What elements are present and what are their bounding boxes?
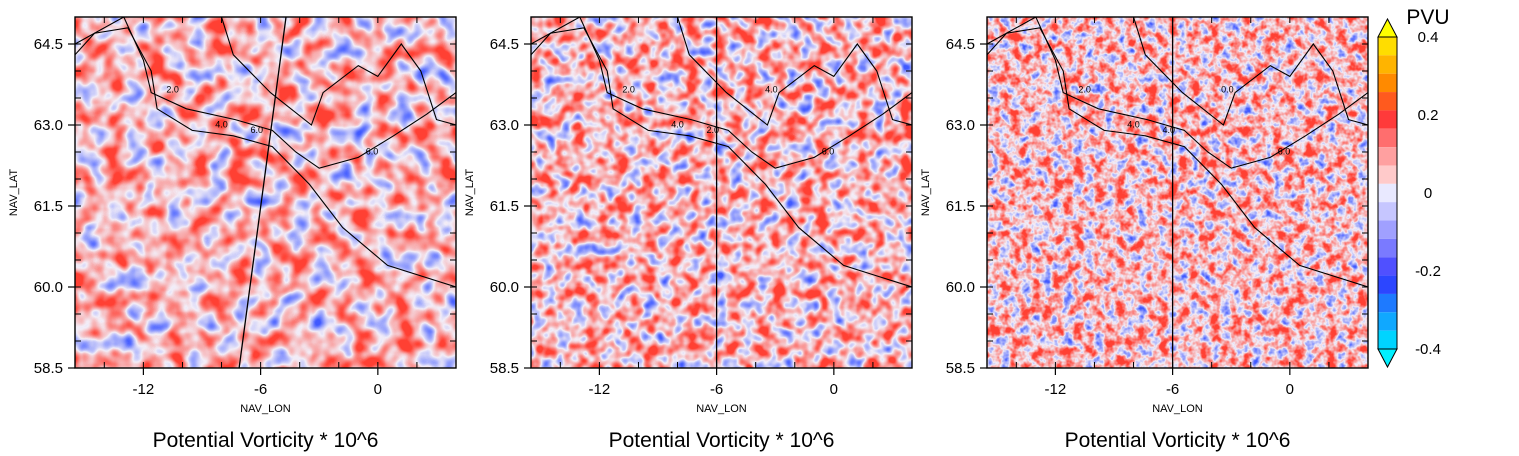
y-tick-label: 64.5 [490,36,519,53]
x-tick-label: -12 [133,381,155,398]
x-tick-label: -12 [589,381,611,398]
colorbar-segment [1378,257,1397,276]
contour-label: 4.0 [1127,120,1140,130]
colorbar-segment [1378,73,1397,93]
colorbar-segment [1378,128,1397,148]
contour-line [531,17,912,169]
colorbar-segment [1378,55,1397,74]
x-axis-label: NAV_LON [696,403,747,415]
colorbar-segment [1378,312,1397,331]
contour-label: 4.0 [671,120,684,130]
contour-label: 4.0 [1162,125,1175,135]
colorbar-max-arrow [1377,17,1398,38]
colorbar-segment [1378,220,1397,239]
contour-line [75,17,456,169]
colorbar-segment [1378,275,1397,294]
y-tick-label: 63.0 [946,117,975,134]
y-tick-label: 60.0 [34,279,63,296]
y-tick-label: 58.5 [946,360,975,377]
x-tick-label: 0 [1286,381,1294,398]
contour-label: 2.0 [1078,85,1091,95]
colorbar-unit-label: PVU [1406,6,1449,29]
contour-line [1132,17,1368,126]
y-tick-label: 64.5 [946,36,975,53]
contour-line [531,27,912,288]
colorbar-tick-label: -0.4 [1415,341,1441,358]
contour-label: 2.0 [706,125,719,135]
contour-label: 0.0 [1221,85,1234,95]
panel-2: 2.0 4.0 2.0 6.0 4.0 -12 -6 0 58.5 60.0 61.5 63.0 64.… [464,16,913,452]
panel-title: Potential Vorticity * 10^6 [1065,429,1291,452]
x-tick-label: 0 [374,381,382,398]
contour-label: 2.0 [622,85,635,95]
colorbar-tick-label: 0.2 [1418,107,1439,124]
contour-line [987,27,1368,288]
y-axis-label: NAV_LAT [920,169,932,217]
colorbar-tick-label: 0.4 [1418,29,1439,46]
x-tick-label: -6 [710,381,723,398]
colorbar-segment [1378,183,1397,203]
contour-line [987,17,1368,169]
pv-shading [987,17,1368,368]
colorbar-segment [1378,37,1397,56]
colorbar-frame [1377,36,1398,350]
x-tick-label: -12 [1045,381,1067,398]
y-tick-label: 61.5 [946,198,975,215]
y-tick-label: 58.5 [34,360,63,377]
y-tick-label: 64.5 [34,36,63,53]
contour-label: 6.0 [366,147,379,157]
colorbar-segment [1378,202,1397,221]
y-tick-label: 60.0 [946,279,975,296]
plot-frame [986,16,1369,369]
x-tick-label: 0 [830,381,838,398]
y-axis-label: NAV_LAT [464,169,476,217]
colorbar-segment [1378,330,1397,349]
contour-line [676,17,912,126]
pv-field: 2.0 4.0 4.0 6.0 0.0 [987,17,1368,368]
x-axis-label: NAV_LON [240,403,291,415]
y-tick-label: 60.0 [490,279,519,296]
panel-1: 2.0 4.0 6.0 6.0 -12 -6 0 58.5 60.0 61.5 63.0 64.5 NA… [8,16,457,452]
contour-label: 4.0 [765,85,778,95]
pv-field: 2.0 4.0 2.0 6.0 4.0 [531,17,912,368]
section-line [238,17,287,368]
contour-label: 2.0 [166,85,179,95]
pv-shading [531,17,912,368]
y-tick-label: 63.0 [34,117,63,134]
plot-frame [74,16,457,369]
x-tick-label: -6 [254,381,267,398]
contour-line [220,17,456,126]
y-tick-label: 58.5 [490,360,519,377]
contour-label: 4.0 [215,120,228,130]
colorbar-tick-label: -0.2 [1415,263,1441,280]
pv-field: 2.0 4.0 6.0 6.0 [75,17,456,368]
x-axis-label: NAV_LON [1152,403,1203,415]
colorbar-segment [1378,110,1397,129]
colorbar-segment [1378,238,1397,258]
panel-title: Potential Vorticity * 10^6 [609,429,835,452]
y-tick-label: 61.5 [34,198,63,215]
contour-label: 6.0 [822,147,835,157]
colorbar-segment [1378,165,1397,184]
colorbar-segment [1378,293,1397,313]
panel-3: 2.0 4.0 4.0 6.0 0.0 -12 -6 0 58.5 60.0 61.5 63.0 64.… [920,16,1369,452]
y-axis-label: NAV_LAT [8,169,20,217]
contour-label: 6.0 [250,125,263,135]
pv-shading [75,17,456,368]
x-tick-label: -6 [1166,381,1179,398]
contour-label: 6.0 [1278,147,1291,157]
colorbar-segment [1378,92,1397,111]
colorbar-tick-label: 0 [1424,185,1432,202]
y-tick-label: 61.5 [490,198,519,215]
colorbar-segment [1378,147,1397,166]
panel-title: Potential Vorticity * 10^6 [153,429,379,452]
contour-line [75,27,456,288]
y-tick-label: 63.0 [490,117,519,134]
plot-frame [530,16,913,369]
colorbar-min-arrow [1377,348,1398,369]
